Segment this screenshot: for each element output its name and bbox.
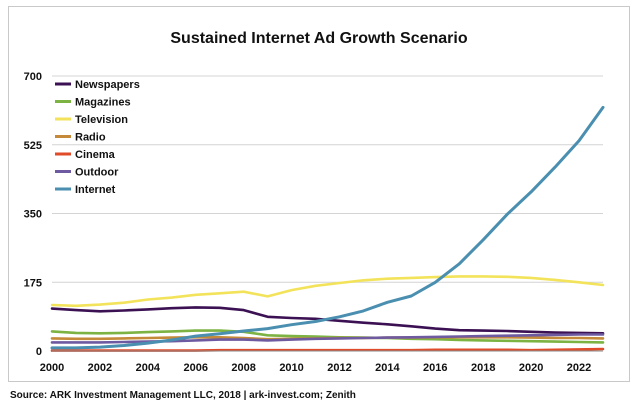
- x-tick-2006: 2006: [183, 362, 207, 374]
- y-tick-175: 175: [24, 277, 42, 289]
- legend-label-magazines: Magazines: [75, 97, 131, 109]
- x-tick-2022: 2022: [567, 362, 591, 374]
- x-tick-2008: 2008: [231, 362, 255, 374]
- legend-label-television: Television: [75, 114, 128, 126]
- x-tick-2000: 2000: [40, 362, 64, 374]
- legend-label-internet: Internet: [75, 184, 116, 196]
- x-tick-2020: 2020: [519, 362, 543, 374]
- x-tick-2014: 2014: [375, 362, 400, 374]
- series-line-cinema: [50, 347, 605, 352]
- y-tick-0: 0: [36, 346, 42, 358]
- y-tick-350: 350: [24, 209, 42, 221]
- x-tick-2016: 2016: [423, 362, 447, 374]
- legend-label-newspapers: Newspapers: [75, 79, 140, 91]
- chart-title: Sustained Internet Ad Growth Scenario: [170, 30, 468, 47]
- y-tick-525: 525: [24, 140, 42, 152]
- x-tick-labels: 2000 2002 2004 2006 2008 2010 2012 2014 2016 2018…: [40, 362, 592, 374]
- x-tick-2004: 2004: [136, 362, 161, 374]
- x-tick-2012: 2012: [327, 362, 351, 374]
- x-tick-2010: 2010: [279, 362, 303, 374]
- gridlines: [52, 75, 603, 283]
- y-tick-700: 700: [24, 71, 42, 83]
- legend-label-cinema: Cinema: [75, 149, 116, 161]
- series-line-television: [50, 275, 605, 308]
- legend: Newspapers Magazines Television Radio Cinema…: [55, 79, 140, 196]
- x-tick-2002: 2002: [88, 362, 112, 374]
- y-tick-labels: 0 175 350 525 700: [24, 71, 42, 358]
- series-lines: [50, 105, 605, 352]
- series-line-outdoor: [50, 333, 605, 344]
- x-tick-2018: 2018: [471, 362, 495, 374]
- series-line-internet: [50, 105, 605, 350]
- source-note: Source: ARK Investment Management LLC, 2…: [10, 390, 356, 401]
- legend-label-radio: Radio: [75, 132, 106, 144]
- legend-label-outdoor: Outdoor: [75, 167, 119, 179]
